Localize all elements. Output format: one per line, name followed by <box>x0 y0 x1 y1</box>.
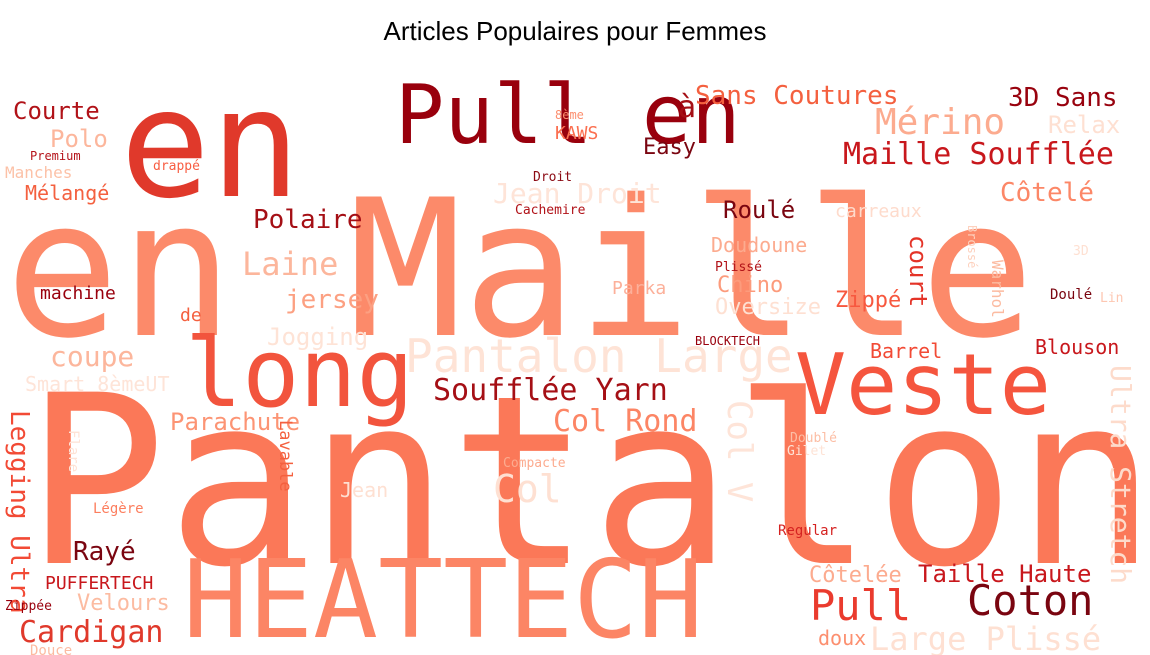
word-cloud-word: Lin <box>1100 291 1124 306</box>
word-cloud-word: de <box>180 305 202 326</box>
word-cloud-word: Jean <box>340 478 389 502</box>
word-cloud-word: long <box>185 319 414 429</box>
word-cloud-word: Droit <box>533 170 573 185</box>
word-cloud-word: Doublé <box>790 431 837 446</box>
word-cloud-word: 3D Sans <box>1008 83 1118 113</box>
word-cloud-word: Brossé <box>965 225 979 269</box>
word-cloud-word: drappé <box>153 159 200 174</box>
word-cloud-word: Sans Coutures <box>695 81 899 111</box>
word-cloud-word: Jogging <box>267 323 369 351</box>
word-cloud: Pantalon en Maille en HEATTECH Pull en long Ve… <box>5 65 1145 655</box>
word-cloud-word: Manches <box>5 163 73 182</box>
word-cloud-word: Pantalon <box>25 346 1145 619</box>
word-cloud-word: Col Rond <box>553 404 698 439</box>
word-cloud-word: Smart 8èmeUT <box>25 372 170 396</box>
word-cloud-word: Gilet <box>787 444 827 459</box>
word-cloud-word: Zippée <box>5 599 52 614</box>
word-cloud-word: Easy <box>643 135 696 160</box>
word-cloud-word: Barrel <box>870 339 943 363</box>
word-cloud-word: Col V <box>719 400 759 503</box>
word-cloud-word: Relax <box>1048 111 1121 139</box>
word-cloud-word: Coton <box>967 576 1094 625</box>
word-cloud-word: Côtelé <box>1000 178 1094 208</box>
word-cloud-word: Large Plissé <box>870 620 1102 655</box>
word-cloud-word: Cachemire <box>515 203 586 218</box>
word-cloud-word: Doudoune <box>711 233 808 257</box>
word-cloud-word: doux <box>818 626 867 650</box>
word-cloud-word: machine <box>40 283 116 304</box>
word-cloud-word: Plissé <box>715 260 762 275</box>
word-cloud-word: Oversize <box>715 295 821 320</box>
word-cloud-word: BLOCKTECH <box>695 334 761 348</box>
word-cloud-word: carreaux <box>835 201 922 222</box>
word-cloud-word: Col <box>493 467 562 511</box>
word-cloud-word: Zippé <box>835 288 902 313</box>
word-cloud-word: Jean Droit <box>493 177 662 210</box>
word-cloud-word: Regular <box>778 523 838 539</box>
word-cloud-word: HEATTECH <box>183 538 704 655</box>
word-cloud-word: Chino <box>717 273 784 298</box>
word-cloud-word: Parka <box>612 278 667 299</box>
word-cloud-word: Laine <box>242 245 339 283</box>
word-cloud-word: Mérino <box>875 102 1006 143</box>
word-cloud-word: à <box>678 90 697 125</box>
page-title: Articles Populaires pour Femmes <box>383 16 767 46</box>
word-cloud-word: Compacte <box>503 456 566 471</box>
word-cloud-word: Mélangé <box>25 181 110 205</box>
word-cloud-word: Pull en <box>395 68 741 163</box>
word-cloud-word: coupe <box>50 340 135 373</box>
word-cloud-word: Soufflée Yarn <box>433 373 668 408</box>
word-cloud-word: Parachute <box>170 408 301 436</box>
word-cloud-word: Polo <box>50 125 108 153</box>
word-cloud-word: Flare <box>65 430 81 473</box>
word-cloud-word: Rayé <box>73 537 136 567</box>
word-cloud-word: Maille Soufflée <box>843 137 1114 172</box>
word-cloud-word: 3D <box>1073 244 1089 259</box>
word-cloud-word: Polaire <box>253 205 363 235</box>
word-cloud-word: Velours <box>77 591 170 616</box>
word-cloud-word: Taille Haute <box>918 560 1092 588</box>
word-cloud-word: Veste <box>795 336 1051 435</box>
word-cloud-word: en Maille <box>5 159 1035 380</box>
word-cloud-word: Courte <box>13 97 100 125</box>
word-cloud-word: Premium <box>30 149 81 163</box>
word-cloud-word: 8ème <box>555 108 584 122</box>
word-cloud-word: PUFFERTECH <box>45 573 154 594</box>
word-cloud-word: Warhol <box>988 260 1007 318</box>
word-cloud-word: Blouson <box>1035 335 1120 359</box>
word-cloud-word: Pantalon Large <box>405 329 793 383</box>
word-cloud-word: Pull <box>810 581 912 630</box>
word-cloud-word: Lavable <box>275 420 295 492</box>
word-cloud-word: Legging Ultra <box>5 410 34 614</box>
word-cloud-word: Légère <box>93 501 144 517</box>
word-cloud-word: KAWS <box>555 123 599 144</box>
word-cloud-word: Doulé <box>1050 287 1093 303</box>
word-cloud-word: court <box>904 235 932 308</box>
word-cloud-word: Côtelée <box>809 563 902 588</box>
word-cloud-word: Ultra Stretch <box>1104 365 1137 585</box>
word-cloud-word: en <box>120 65 301 232</box>
word-cloud-word: Douce <box>30 643 73 655</box>
word-cloud-word: Roulé <box>723 196 796 224</box>
word-cloud-word: jersey <box>285 285 379 315</box>
word-cloud-word: Cardigan <box>19 615 164 650</box>
